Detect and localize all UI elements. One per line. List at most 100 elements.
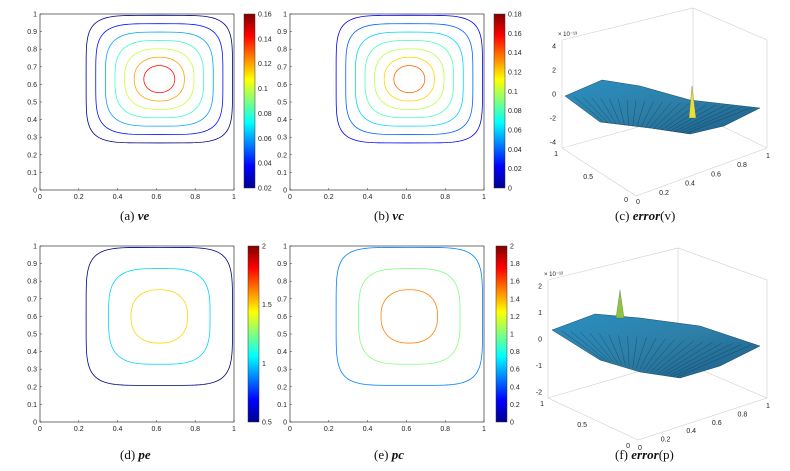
y-tick-label-e-2: 0.2 [277,384,287,391]
mesh-line-f-21 [676,345,751,378]
mesh-line-c-1 [573,96,605,123]
mesh-line-f-15 [654,340,694,373]
colorbar-tick-label-e-7: 0.6 [510,367,520,374]
mesh-line-f-2 [570,331,608,362]
x-tick-label-b-3: 0.6 [402,194,412,201]
colorbar-tick-label-a-5: 0.06 [258,136,272,143]
mesh-line-c-3 [591,97,613,124]
contour-line-a-4 [124,48,195,110]
colorbar-tick-label-a-0: 0.16 [258,12,272,19]
y-tick-label-a-7: 0.7 [27,64,37,71]
x-tick-label-b-1: 0.2 [324,194,334,201]
mesh-line-c-14 [657,103,690,130]
contour-line-b-3 [364,40,455,119]
mesh-line-f-12 [643,338,666,370]
panel-b-colorbar-ticks: 0.18 0.16 0.14 0.12 0.1 0.08 0.06 0.04 0.02 0 [508,12,522,193]
y-tick-label-b-9: 0.9 [277,29,287,36]
panel-a-x-ticks: 0 0.2 0.4 0.6 0.8 1 [38,188,236,201]
mesh-line-c-10 [640,101,654,128]
panel-b: 0 0.2 0.4 0.6 0.8 1 0 0.1 0.2 0.3 0.4 0.5 0.6 0.7 0.8… [277,12,521,224]
colorbar-tick-label-e-3: 1.4 [510,296,520,303]
contour-line-a-1 [95,23,224,135]
mesh-line-c-5 [609,98,621,125]
panel-a-colorbar-ticks: 0.16 0.14 0.12 0.1 0.08 0.06 0.04 0.02 [258,12,272,193]
y-tick-label-a-6: 0.6 [27,82,37,89]
panel-a-caption-var: ve [138,208,150,223]
mesh-line-c-20 [681,106,743,134]
panel-f-spike [615,289,625,319]
panel-c-surface-mesh [573,96,752,134]
y-tick-label-b-6: 0.6 [277,82,287,89]
y-tick-label-e-7: 0.7 [277,296,287,303]
x-tick-label-e-4: 0.8 [440,426,450,433]
panel-a-caption-label: (a) [120,208,134,223]
colorbar-tick-label-a-1: 0.14 [258,36,272,43]
panel-f-back-frame [547,247,768,398]
mesh-line-f-8 [627,335,630,367]
contour-line-e-1 [358,268,461,365]
contour-line-d-0 [85,247,233,386]
contour-line-d-1 [108,268,211,365]
contour-line-b-6 [393,65,426,94]
panel-f-caption: (f) error(p) [615,447,674,462]
panel-c-caption-label: (c) [615,208,629,223]
panel-d-caption-label: (d) [120,447,135,462]
colorbar-tick-label-a-6: 0.04 [258,161,272,168]
panel-d-caption-var: pe [137,447,151,462]
mesh-line-f-13 [647,339,676,371]
mesh-line-c-2 [582,96,609,124]
x-tick-label-a-0: 0 [38,194,42,201]
panel-c: 420-2-4 × 10⁻¹³ 00.20.40.60.81 10.50 (c)… [550,7,770,223]
panel-e-y-ticks: 0 0.1 0.2 0.3 0.4 0.5 0.6 0.7 0.8 0.9 1 [277,244,292,427]
contour-line-d-2 [130,289,189,344]
mesh-line-f-20 [672,344,742,377]
y-tick-label-f-0: 0 [626,443,630,450]
x-tick-label-d-3: 0.6 [152,426,162,433]
panel-c-caption-var: error [633,208,661,223]
y-tick-label-b-1: 0.1 [277,170,287,177]
colorbar-tick-label-b-8: 0.02 [508,166,522,173]
panel-b-axes-box [289,13,485,191]
panel-b-caption: (b) vc [374,208,404,223]
y-tick-label-a-5: 0.5 [27,100,37,107]
x-tick-label-c-4: 0.8 [737,162,747,169]
panel-a-colorbar [243,13,256,189]
panel-e-caption: (e) pc [374,447,404,462]
colorbar-tick-label-a-4: 0.08 [258,111,272,118]
y-tick-label-e-10: 1 [283,244,287,251]
colorbar-tick-label-d-1: 1.5 [262,302,272,309]
contour-line-b-4 [374,48,445,110]
colorbar-tick-label-e-1: 1.8 [510,261,520,268]
y-tick-label-d-9: 0.9 [27,261,37,268]
colorbar-tick-label-d-2: 1 [262,361,266,368]
panel-f-surface [551,313,761,379]
y-tick-label-d-6: 0.6 [27,314,37,321]
y-tick-label-b-7: 0.7 [277,64,287,71]
panel-c-caption: (c) error(v) [615,208,675,223]
colorbar-tick-label-e-5: 1 [510,332,514,339]
y-tick-label-e-8: 0.8 [277,279,287,286]
panel-a-contours [85,14,233,144]
panel-c-x-ticks: 0 0.2 0.4 0.6 0.8 1 [636,153,770,206]
panel-d-caption: (d) pe [120,447,151,462]
x-tick-label-e-5: 1 [482,426,486,433]
y-tick-label-b-10: 1 [283,12,287,19]
panel-d: 0 0.2 0.4 0.6 0.8 1 0 0.1 0.2 0.3 0.4 0.5 0.6 0.7 0.8… [27,244,272,463]
x-tick-label-c-3: 0.6 [711,171,721,178]
colorbar-tick-label-b-4: 0.1 [508,89,518,96]
y-tick-label-e-5: 0.5 [277,332,287,339]
mesh-line-f-4 [589,332,615,364]
panel-d-colorbar-ticks: 2 1.5 1 0.5 [262,244,272,427]
x-tick-label-d-0: 0 [38,426,42,433]
z-tick-label-f-0: 2 [538,284,542,291]
x-tick-label-c-5: 1 [766,153,770,160]
y-tick-label-a-8: 0.8 [27,47,37,54]
colorbar-tick-label-e-6: 0.8 [510,349,520,356]
y-tick-label-a-3: 0.3 [27,135,37,142]
x-tick-label-a-2: 0.4 [113,194,123,201]
mesh-line-f-17 [661,342,713,375]
x-tick-label-f-4: 0.8 [738,411,748,418]
z-tick-label-f-3: -1 [536,363,542,370]
contour-line-a-3 [114,40,205,119]
